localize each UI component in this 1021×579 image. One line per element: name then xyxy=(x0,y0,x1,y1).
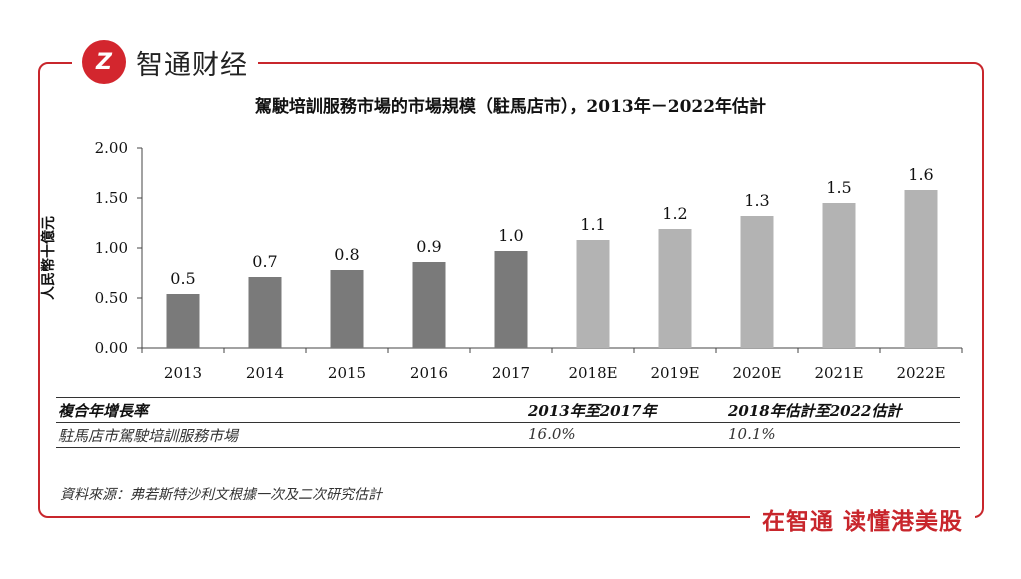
data-label-2021E: 1.5 xyxy=(826,178,851,197)
brand-logo-icon: Z xyxy=(82,40,126,84)
data-label-2014: 0.7 xyxy=(252,252,277,271)
bar-2022E xyxy=(904,190,938,348)
x-tick-label-2018E: 2018E xyxy=(568,364,617,382)
x-tick-label-2015: 2015 xyxy=(328,364,366,382)
data-label-2016: 0.9 xyxy=(416,237,441,256)
y-tick-label: 0.50 xyxy=(95,289,128,307)
bar-2015 xyxy=(330,270,364,348)
x-tick-label-2013: 2013 xyxy=(164,364,202,382)
x-tick-label-2016: 2016 xyxy=(410,364,448,382)
y-tick-label: 2.00 xyxy=(95,139,128,157)
brand-name: 智通财经 xyxy=(136,49,248,81)
y-tick-label: 1.50 xyxy=(95,189,128,207)
chart-title: 駕駛培訓服務市場的市場規模（駐馬店市），2013年－2022年估計 xyxy=(254,97,767,117)
bar-2014 xyxy=(248,277,282,348)
cagr-row-label: 駐馬店市駕駛培訓服務市場 xyxy=(58,427,239,445)
bar-2017 xyxy=(494,251,528,348)
cagr-header-row: 複合年增長率 2013年至2017年 2018年估計至2022估計 xyxy=(56,397,960,422)
data-label-2015: 0.8 xyxy=(334,245,359,264)
x-tick-label-2021E: 2021E xyxy=(814,364,863,382)
y-tick-label: 1.00 xyxy=(95,239,128,257)
x-tick-label-2020E: 2020E xyxy=(732,364,781,382)
cagr-header-label: 複合年增長率 xyxy=(58,402,149,420)
bar-2020E xyxy=(740,216,774,348)
x-tick-label-2017: 2017 xyxy=(492,364,530,382)
cagr-row-value2: 10.1% xyxy=(728,425,776,443)
cagr-row-value1: 16.0% xyxy=(528,425,576,443)
data-label-2020E: 1.3 xyxy=(744,191,769,210)
cagr-header-period2: 2018年估計至2022估計 xyxy=(728,402,902,420)
data-label-2019E: 1.2 xyxy=(662,204,687,223)
cagr-data-row: 駐馬店市駕駛培訓服務市場 16.0% 10.1% xyxy=(56,422,960,448)
brand-slogan: 在智通 读懂港美股 xyxy=(749,502,975,536)
x-tick-label-2014: 2014 xyxy=(246,364,284,382)
brand-header: Z 智通财经 xyxy=(72,38,258,86)
bar-2021E xyxy=(822,203,856,348)
bar-2016 xyxy=(412,262,446,348)
data-label-2013: 0.5 xyxy=(170,269,195,288)
bar-2019E xyxy=(658,229,692,348)
bar-2018E xyxy=(576,240,610,348)
x-tick-label-2019E: 2019E xyxy=(650,364,699,382)
y-tick-label: 0.00 xyxy=(95,339,128,357)
source-note: 資料來源：弗若斯特沙利文根據一次及二次研究估計 xyxy=(60,487,382,503)
data-label-2018E: 1.1 xyxy=(580,215,605,234)
cagr-header-period1: 2013年至2017年 xyxy=(528,402,657,420)
data-label-2017: 1.0 xyxy=(498,226,523,245)
content-frame xyxy=(38,62,984,518)
x-tick-label-2022E: 2022E xyxy=(896,364,945,382)
data-label-2022E: 1.6 xyxy=(908,165,933,184)
cagr-table: 複合年增長率 2013年至2017年 2018年估計至2022估計 駐馬店市駕駛… xyxy=(56,397,960,448)
bar-2013 xyxy=(166,294,200,348)
